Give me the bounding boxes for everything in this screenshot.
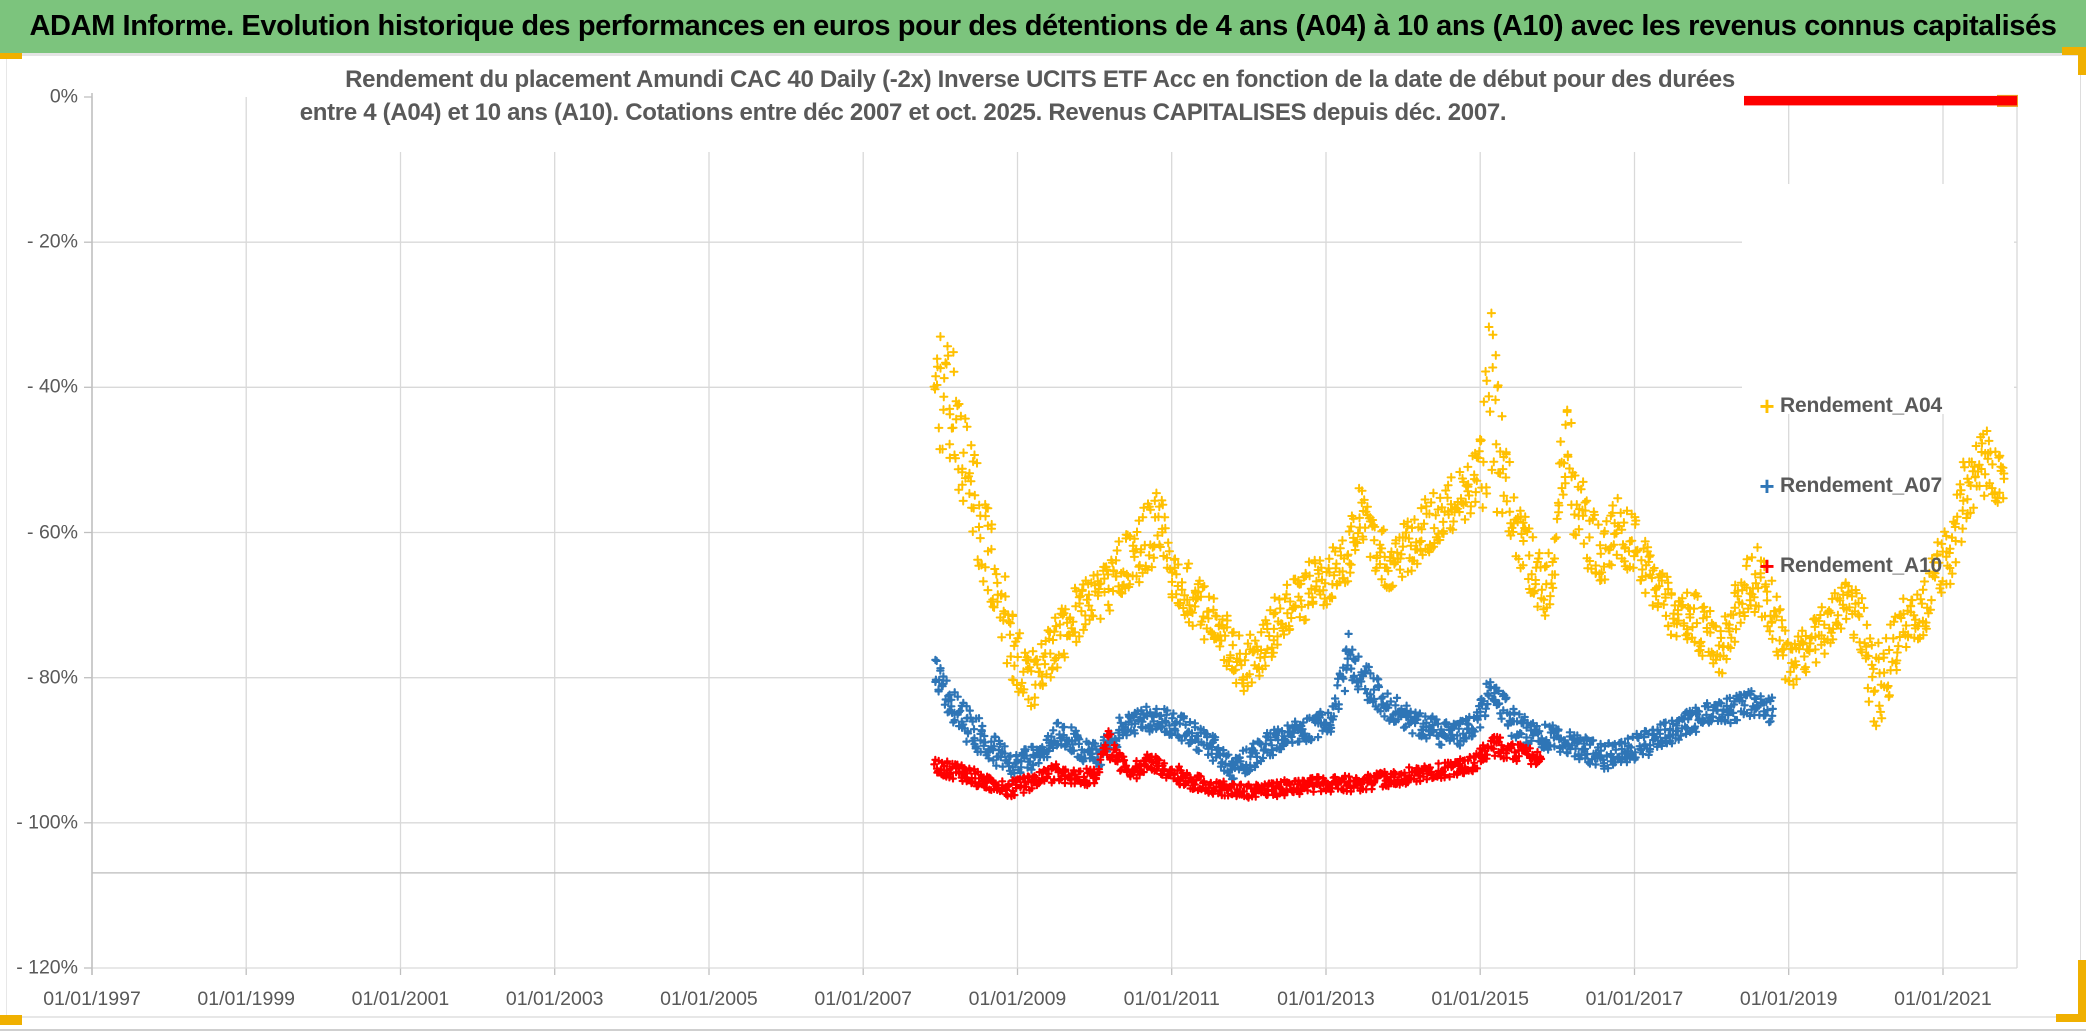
x-tick-label-1999: 01/01/1999 [197,988,296,1010]
chart-legend: + Rendement_A04 + Rendement_A07 + Rendem… [1742,184,2014,579]
series-points-Rendement_A07 [931,629,1777,786]
chart-title: Rendement du placement Amundi CAC 40 Dai… [300,60,1744,152]
y-tick-label--20: - 20% [27,230,78,253]
x-tick-label-2015: 01/01/2015 [1431,988,1530,1010]
x-tick-label-2011: 01/01/2011 [1123,988,1220,1010]
plus-marker-icon: + [1759,551,1775,581]
legend-label: Rendement_A07 [1780,474,1942,497]
legend-item-rendement-a10: + Rendement_A10 [1754,548,1942,584]
x-tick-label-2007: 01/01/2007 [814,988,913,1010]
series-points-Rendement_A10 [930,727,1546,802]
y-tick-label-0: 0% [49,85,78,108]
legend-label: Rendement_A10 [1780,554,1942,577]
header-divider [0,53,2086,56]
gold-accent-bottom-left [0,1015,22,1025]
gold-accent-top-right-h [2062,47,2086,55]
gold-accent-bottom-right-h [2056,1014,2086,1022]
report-header-title: ADAM Informe. Evolution historique des p… [29,10,2057,42]
gold-accent-bottom-right-v [2078,960,2086,1022]
y-tick-label--40: - 40% [27,375,78,398]
gold-accent-top-right-v [2078,47,2086,75]
x-tick-label-2005: 01/01/2005 [660,988,758,1010]
series-points-Rendement_A04 [929,308,2009,731]
legend-item-rendement-a07: + Rendement_A07 [1754,468,1942,504]
chart-title-line-2: entre 4 (A04) et 10 ans (A10). Cotations… [299,99,1507,126]
bottom-frame-edge [0,1016,2086,1018]
chart-title-line-1: Rendement du placement Amundi CAC 40 Dai… [345,66,1735,93]
y-tick-label--60: - 60% [27,521,78,543]
x-tick-label-2013: 01/01/2013 [1277,988,1375,1010]
x-tick-label-1997: 01/01/1997 [43,988,141,1010]
red-annotation-line [1740,95,2017,106]
y-tick-label--80: - 80% [27,666,78,689]
right-frame-edge [2080,57,2081,1016]
page-bottom-line [0,1029,2086,1031]
x-tick-label-2021: 01/01/2021 [1894,988,1992,1010]
x-tick-label-2019: 01/01/2019 [1739,988,1838,1010]
y-tick-label--120: - 120% [16,956,78,979]
legend-label: Rendement_A04 [1780,394,1942,417]
left-frame-edge [6,57,7,1016]
plus-marker-icon: + [1759,471,1775,501]
y-tick-label--100: - 100% [16,811,78,834]
x-tick-label-2017: 01/01/2017 [1585,988,1684,1010]
report-header-banner: ADAM Informe. Evolution historique des p… [0,0,2086,53]
x-tick-label-2003: 01/01/2003 [505,988,604,1010]
x-tick-label-2001: 01/01/2001 [351,988,450,1010]
plus-marker-icon: + [1759,391,1775,421]
gold-accent-top-left [0,53,22,59]
x-tick-label-2009: 01/01/2009 [968,988,1067,1010]
legend-item-rendement-a04: + Rendement_A04 [1754,388,1942,424]
